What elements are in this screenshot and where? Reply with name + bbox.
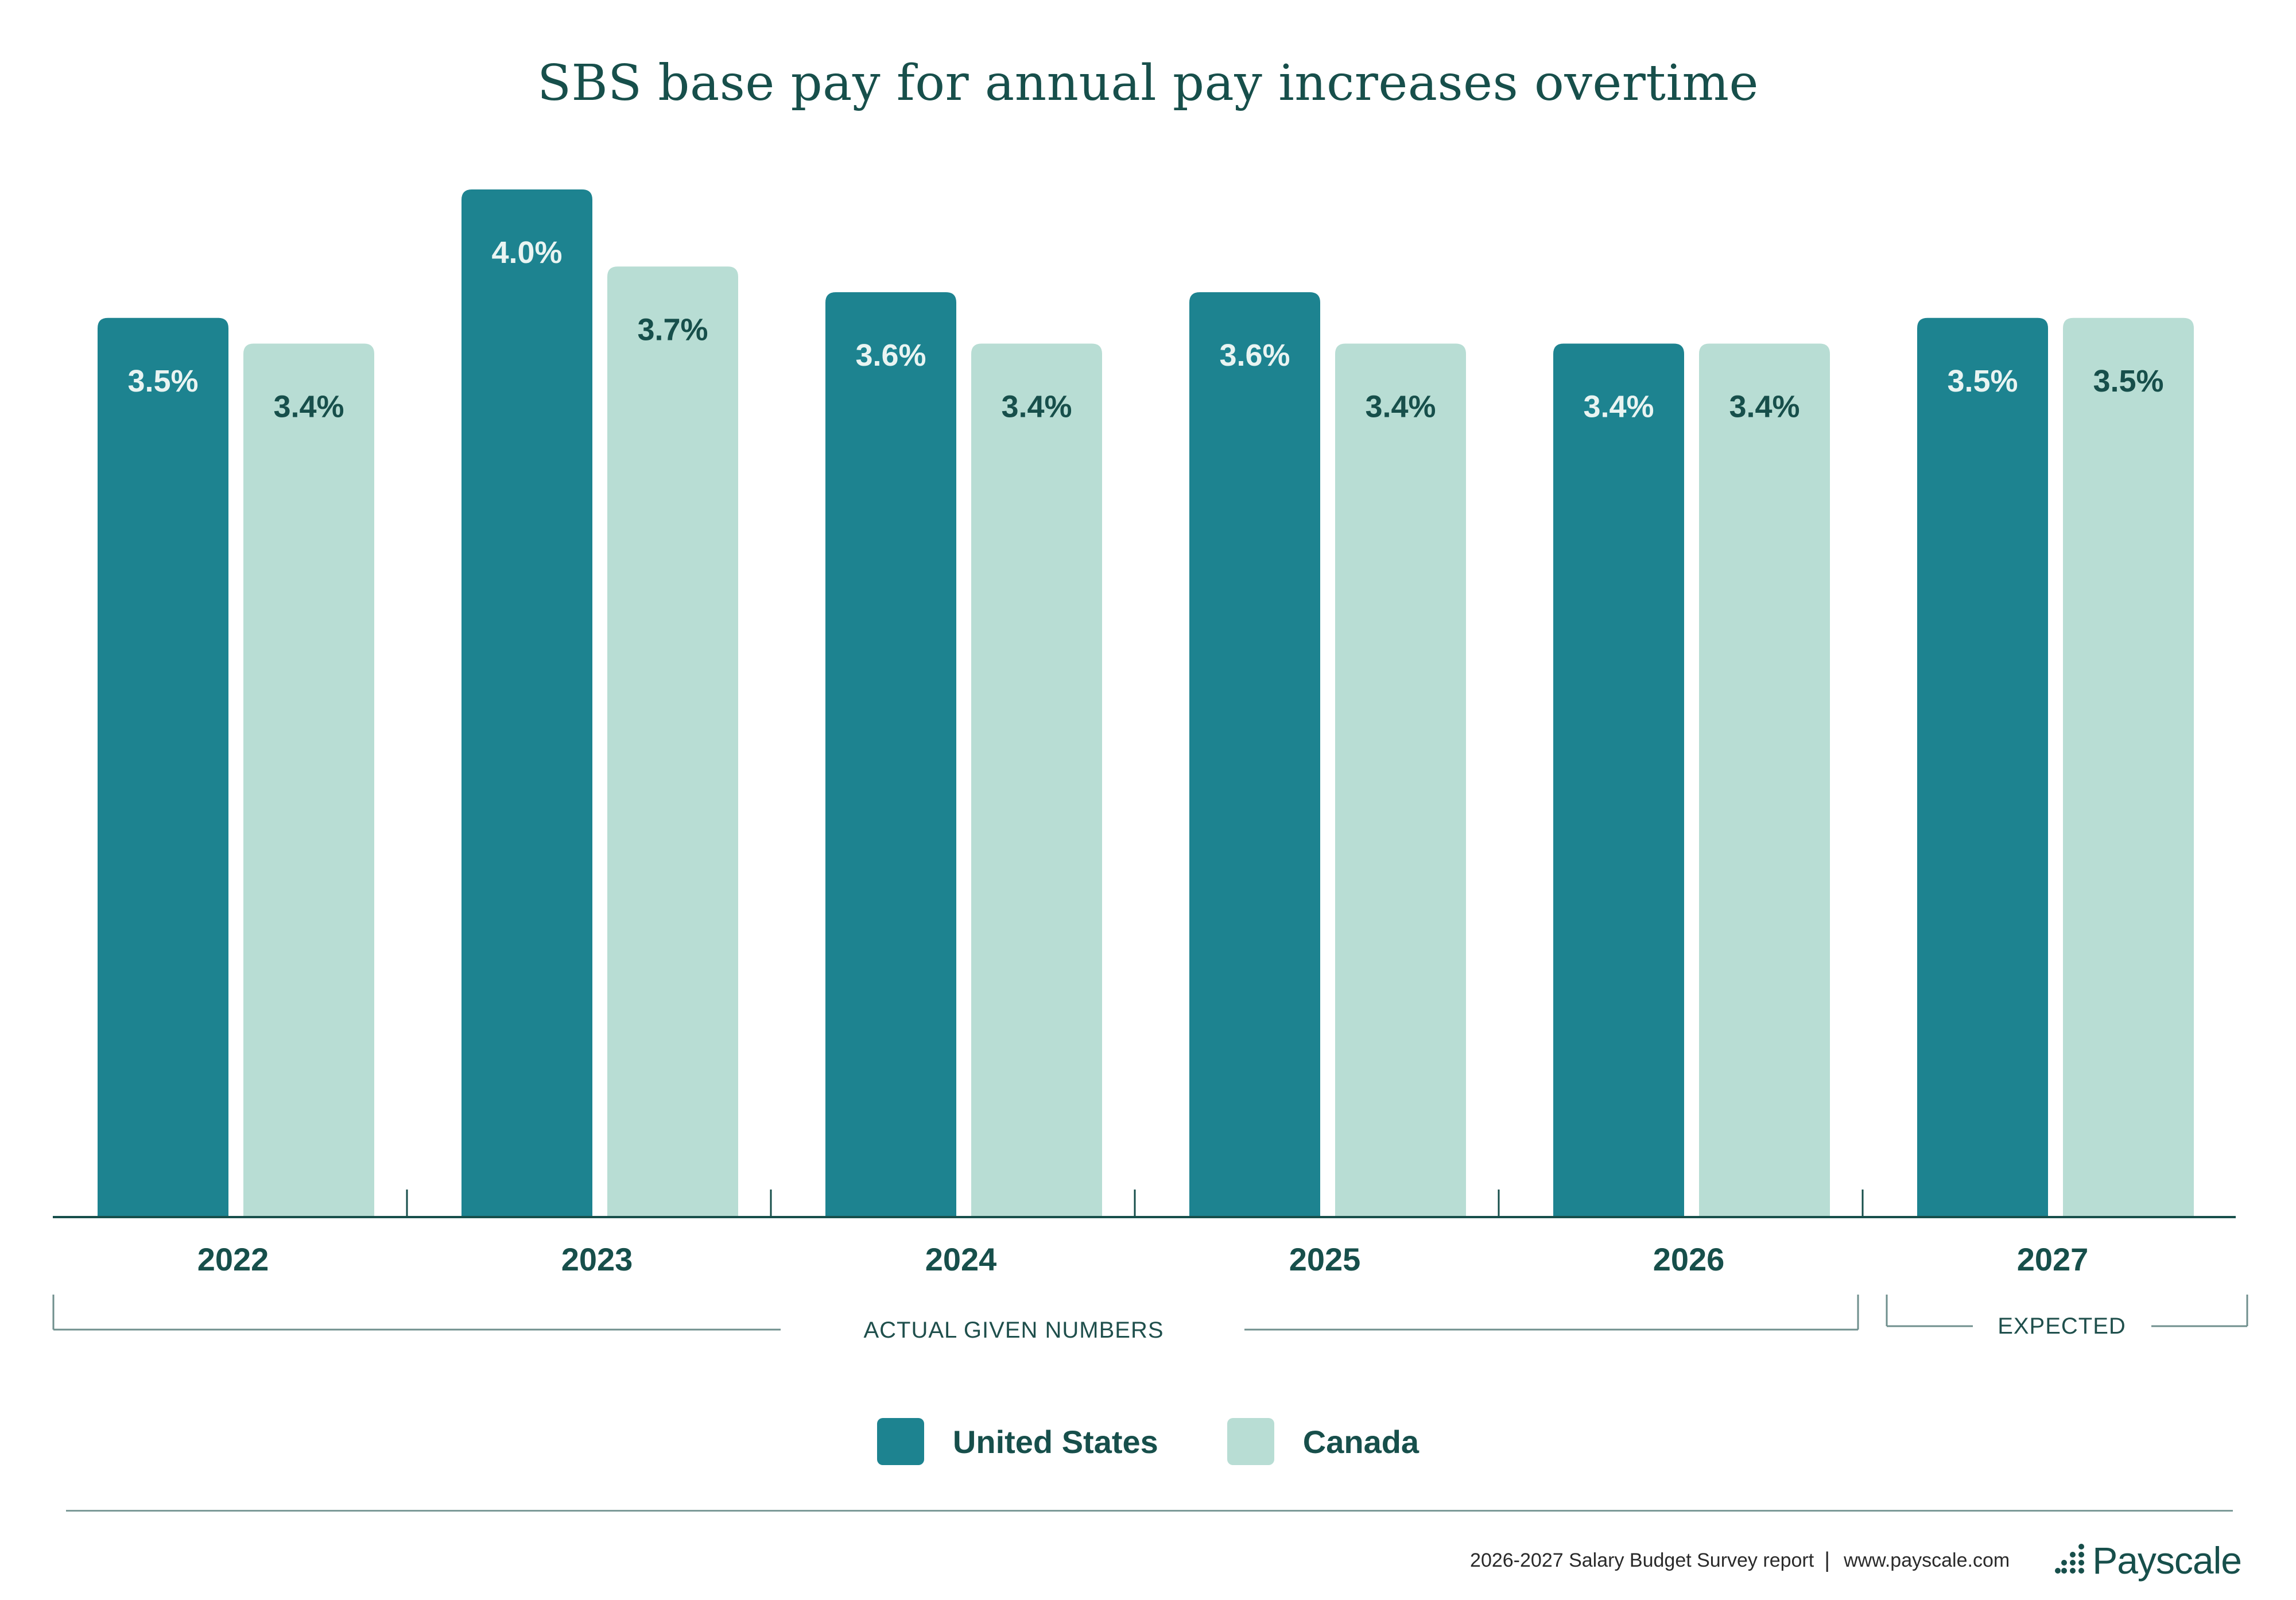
- bar-canada-2027[interactable]: [2063, 317, 2194, 1217]
- data-label-canada-2025: 3.4%: [1365, 390, 1436, 424]
- data-label-canada-2024: 3.4%: [1001, 390, 1072, 424]
- payscale-logo-icon: [2055, 1544, 2085, 1574]
- bar-united-states-2027[interactable]: [1917, 317, 2048, 1217]
- legend-item-united-states[interactable]: United States: [876, 1418, 1158, 1465]
- data-label-united-states-2026: 3.4%: [1583, 390, 1654, 424]
- payscale-logo[interactable]: Payscale: [2054, 1539, 2242, 1582]
- x-tick-label-2024: 2024: [925, 1241, 997, 1277]
- bar-canada-2023[interactable]: [607, 266, 738, 1217]
- data-label-united-states-2027: 3.5%: [1947, 364, 2018, 398]
- footer-divider: [66, 1510, 2233, 1512]
- bar-united-states-2022[interactable]: [98, 317, 228, 1217]
- bar-united-states-2025[interactable]: [1189, 292, 1320, 1217]
- footer-report-title: 2026-2027 Salary Budget Survey report: [1470, 1549, 1814, 1571]
- bar-canada-2022[interactable]: [243, 343, 374, 1218]
- bar-united-states-2024[interactable]: [825, 292, 956, 1217]
- data-label-united-states-2023: 4.0%: [491, 235, 562, 270]
- group-brackets: ACTUAL GIVEN NUMBERS EXPECTED: [52, 1295, 2248, 1343]
- bar-canada-2025[interactable]: [1335, 343, 1466, 1218]
- data-label-canada-2022: 3.4%: [273, 390, 344, 424]
- group-label-expected: EXPECTED: [1998, 1314, 2126, 1339]
- bar-chart: 3.5% 3.4% 4.0% 3.7% 3.6% 3.4% 3.6% 3.4% 3.4% 3.4%…: [52, 189, 2248, 1343]
- legend-label-united-states: United States: [952, 1423, 1158, 1460]
- payscale-logo-text: Payscale: [2092, 1539, 2242, 1582]
- x-tick-label-2027: 2027: [2017, 1241, 2089, 1277]
- x-axis-ticks: [406, 1190, 1864, 1217]
- x-tick-label-2023: 2023: [561, 1241, 633, 1277]
- footer-url-link[interactable]: www.payscale.com: [1844, 1549, 2010, 1571]
- data-label-united-states-2024: 3.6%: [855, 338, 926, 373]
- bar-united-states-2023[interactable]: [461, 189, 592, 1217]
- footer-separator: |: [1824, 1548, 1830, 1572]
- legend-label-canada: Canada: [1302, 1423, 1420, 1460]
- bar-labels-layer: 3.5% 3.4% 4.0% 3.7% 3.6% 3.4% 3.6% 3.4% 3.4% 3.4%…: [127, 235, 2163, 424]
- footer: 2026-2027 Salary Budget Survey report | …: [1470, 1539, 2242, 1582]
- data-label-united-states-2022: 3.5%: [127, 364, 198, 398]
- bar-canada-2024[interactable]: [971, 343, 1102, 1218]
- data-label-united-states-2025: 3.6%: [1219, 338, 1290, 373]
- bar-united-states-2026[interactable]: [1553, 343, 1684, 1218]
- x-axis-tick-labels: 2022 2023 2024 2025 2026 2027: [197, 1241, 2089, 1277]
- x-tick-label-2025: 2025: [1289, 1241, 1361, 1277]
- chart-title: SBS base pay for annual pay increases ov…: [537, 55, 1759, 112]
- legend-swatch-canada: [1227, 1418, 1274, 1465]
- legend: United States Canada: [0, 1418, 2296, 1465]
- data-label-canada-2027: 3.5%: [2093, 364, 2163, 398]
- bar-canada-2026[interactable]: [1699, 343, 1830, 1218]
- x-tick-label-2026: 2026: [1653, 1241, 1725, 1277]
- data-label-canada-2023: 3.7%: [637, 312, 708, 347]
- bars-layer: [98, 189, 2194, 1217]
- x-tick-label-2022: 2022: [197, 1241, 269, 1277]
- group-label-actual: ACTUAL GIVEN NUMBERS: [863, 1318, 1163, 1343]
- data-label-canada-2026: 3.4%: [1729, 390, 1799, 424]
- legend-item-canada[interactable]: Canada: [1227, 1418, 1419, 1465]
- legend-swatch-united-states: [876, 1418, 924, 1465]
